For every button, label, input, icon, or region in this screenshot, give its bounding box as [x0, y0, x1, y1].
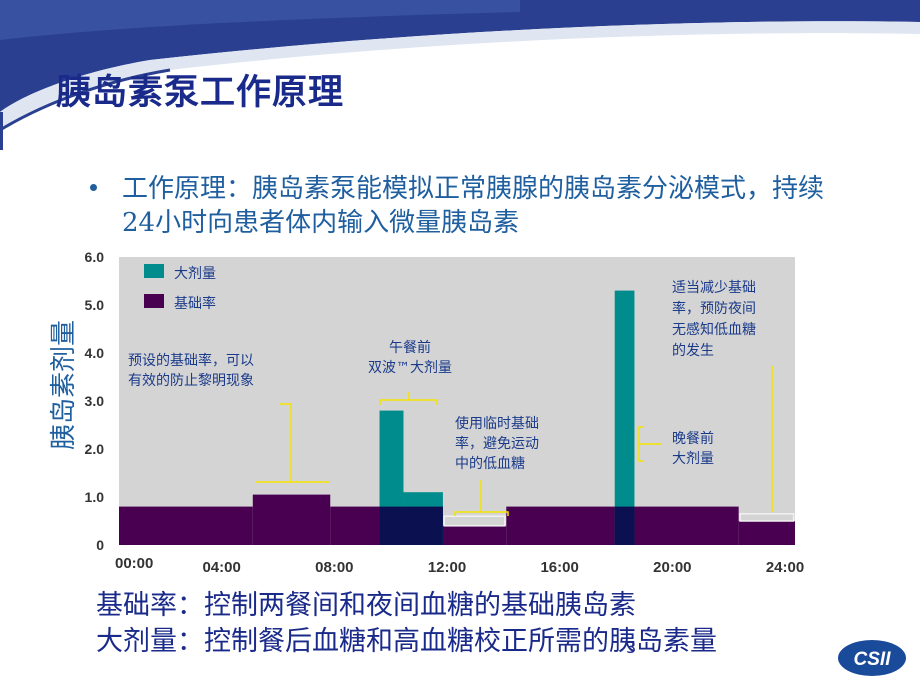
annotation-text: 午餐前 [389, 339, 431, 356]
bullet-point: 工作原理：胰岛素泵能模拟正常胰腺的胰岛素分泌模式，持续24小时向患者体内输入微量… [90, 172, 850, 240]
reduced-basal-outline [739, 513, 795, 522]
plot-area [119, 257, 795, 545]
y-tick-label: 0 [96, 537, 104, 553]
basal-bar [442, 525, 507, 545]
page-number: 3 [626, 638, 637, 657]
slide-title: 胰岛素泵工作原理 [56, 72, 345, 113]
y-tick-label: 6.0 [85, 249, 105, 265]
basal-bar [119, 506, 253, 545]
legend-label-bolus: 大剂量 [174, 266, 216, 282]
annotation-text: 中的低血糖 [455, 456, 525, 472]
bullet-text: 工作原理：胰岛素泵能模拟正常胰腺的胰岛素分泌模式，持续24小时向患者体内输入微量… [122, 174, 825, 238]
annotation-text: 率，预防夜间 [672, 300, 756, 317]
annotation-text: 有效的防止黎明现象 [128, 373, 254, 389]
y-tick-label: 2.0 [85, 441, 105, 457]
annotation-text: 率，避免运动 [455, 435, 539, 452]
overlap-bar [379, 506, 404, 545]
bullet-dot-icon [90, 184, 97, 191]
legend-label-basal: 基础率 [174, 295, 216, 312]
annotation-text: 大剂量 [672, 451, 714, 467]
overlap-bar [403, 506, 443, 545]
annotation-text: 双波™大剂量 [368, 360, 452, 376]
y-tick-label: 4.0 [85, 345, 105, 361]
overlap-bar [614, 506, 635, 545]
x-tick-label: 20:00 [653, 559, 691, 576]
y-axis-label: 胰岛素剂量 [49, 320, 79, 450]
y-tick-label: 1.0 [85, 489, 105, 505]
x-tick-label: 04:00 [202, 559, 240, 576]
annotation-text: 使用临时基础 [455, 415, 539, 432]
leader-basal-preset [279, 403, 292, 482]
csii-logo-icon: CSII [838, 640, 906, 676]
annotation-text: 的发生 [672, 343, 714, 359]
legend-swatch-basal [144, 294, 164, 308]
legend-swatch-bolus [144, 264, 164, 278]
y-tick-label: 3.0 [85, 393, 105, 409]
x-tick-label: 16:00 [540, 559, 578, 576]
y-tick-label: 5.0 [85, 297, 105, 313]
x-tick-label: 08:00 [315, 559, 353, 576]
basal-bar [252, 494, 331, 545]
annotation-text: 预设的基础率，可以 [128, 352, 254, 369]
temp-basal-outline [443, 515, 506, 527]
annotation-text: 晚餐前 [672, 430, 714, 447]
basal-bar [738, 521, 795, 545]
x-tick-label: 24:00 [766, 559, 804, 576]
bolus-bar [614, 290, 635, 545]
header-decoration [0, 0, 920, 150]
x-tick-label: 00:00 [115, 555, 153, 572]
basal-definition: 基础率：控制两餐间和夜间血糖的基础胰岛素 [96, 590, 636, 621]
annotation-text: 适当减少基础 [672, 279, 756, 296]
x-tick-label: 12:00 [428, 559, 466, 576]
bolus-definition: 大剂量：控制餐后血糖和高血糖校正所需的胰岛素量 [96, 626, 717, 657]
svg-text:CSII: CSII [854, 649, 892, 670]
annotation-text: 无感知低血糖 [672, 321, 756, 338]
